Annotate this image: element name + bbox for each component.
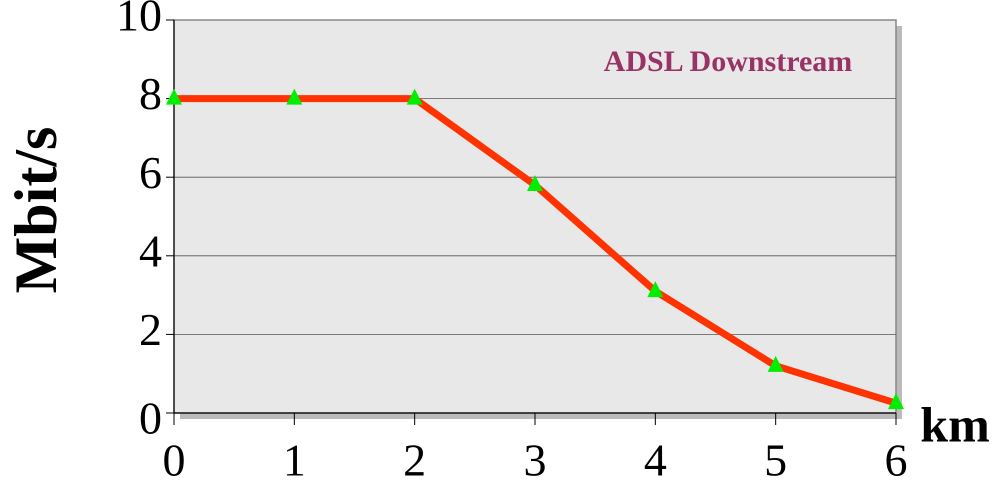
- data-marker: [647, 281, 664, 298]
- x-tick-label: 6: [885, 435, 908, 484]
- chart-title: ADSL Downstream: [604, 45, 853, 78]
- data-marker: [527, 175, 543, 192]
- x-tick-label: 4: [644, 435, 667, 484]
- data-marker: [406, 88, 423, 105]
- plot-area: [173, 19, 897, 414]
- y-tick-label: 8: [139, 68, 162, 119]
- x-tick-label: 0: [163, 435, 186, 484]
- y-tick-label: 0: [139, 393, 162, 444]
- data-marker: [767, 355, 784, 372]
- y-tick-label: 4: [139, 225, 162, 276]
- y-axis-label: Mbit/s: [3, 127, 69, 294]
- data-marker: [888, 393, 904, 410]
- data-marker: [286, 88, 303, 105]
- data-marker: [166, 88, 182, 105]
- x-tick-label: 1: [283, 435, 306, 484]
- x-tick-label: 5: [764, 435, 787, 484]
- x-tick-label: 2: [403, 435, 426, 484]
- y-tick-label: 6: [139, 147, 162, 198]
- y-tick-label: 10: [116, 0, 162, 41]
- y-tick-label: 2: [139, 304, 162, 355]
- x-axis-label: km: [920, 396, 989, 452]
- x-tick-label: 3: [524, 435, 547, 484]
